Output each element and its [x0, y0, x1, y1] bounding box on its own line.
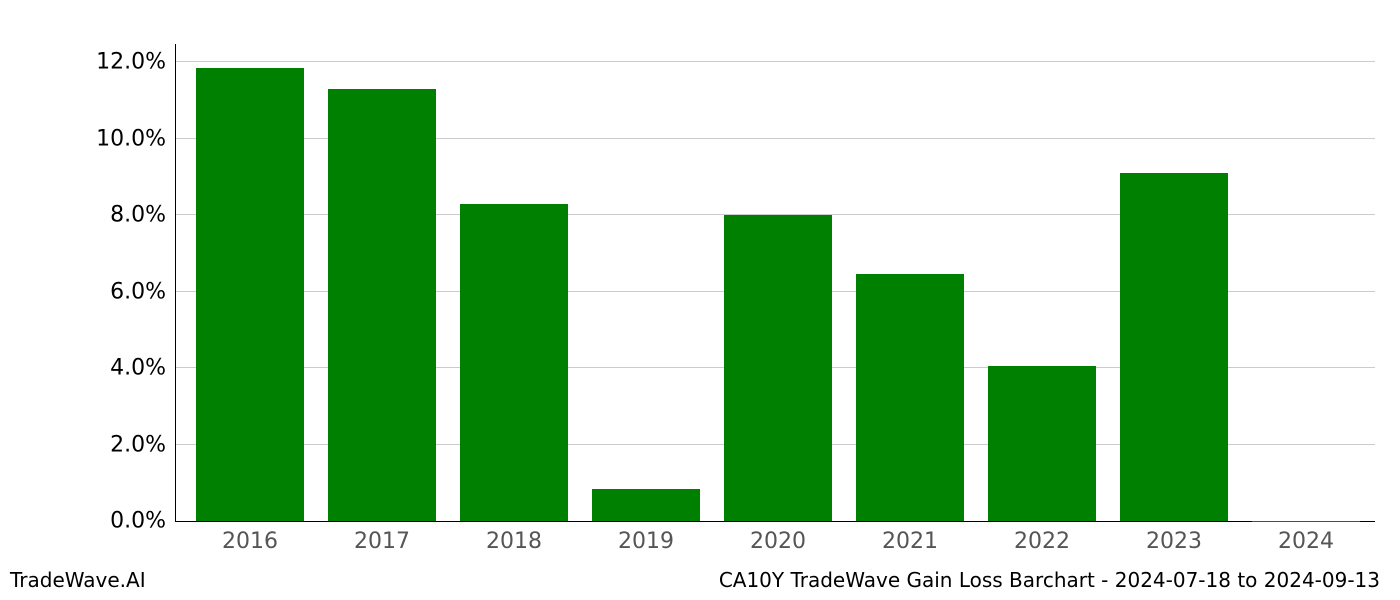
y-tick-label: 8.0%: [110, 203, 166, 228]
y-tick-label: 10.0%: [96, 126, 166, 151]
x-tick-label: 2023: [1146, 529, 1202, 554]
bar: [196, 68, 304, 521]
y-tick-label: 12.0%: [96, 50, 166, 75]
x-tick-label: 2019: [618, 529, 674, 554]
bar: [988, 366, 1096, 521]
bar: [724, 215, 832, 521]
chart-container: 0.0% 2.0% 4.0% 6.0% 8.0% 10.0% 12.0% 2016 2017 20…: [0, 0, 1400, 600]
y-tick-label: 6.0%: [110, 279, 166, 304]
bar: [460, 204, 568, 521]
footer-caption: CA10Y TradeWave Gain Loss Barchart - 202…: [719, 568, 1380, 592]
x-tick-label: 2021: [882, 529, 938, 554]
x-tick-label: 2020: [750, 529, 806, 554]
gridline: [176, 61, 1375, 62]
x-tick-label: 2022: [1014, 529, 1070, 554]
bar: [592, 489, 700, 522]
bar: [328, 89, 436, 521]
bar: [856, 274, 964, 521]
plot-area: 0.0%2.0%4.0%6.0%8.0%10.0%12.0%2016201720…: [175, 44, 1375, 522]
y-tick-label: 2.0%: [110, 432, 166, 457]
footer-brand: TradeWave.AI: [10, 568, 146, 592]
x-tick-label: 2016: [222, 529, 278, 554]
x-tick-label: 2018: [486, 529, 542, 554]
bar: [1120, 173, 1228, 521]
y-tick-label: 4.0%: [110, 356, 166, 381]
y-tick-label: 0.0%: [110, 509, 166, 534]
x-tick-label: 2017: [354, 529, 410, 554]
x-tick-label: 2024: [1278, 529, 1334, 554]
